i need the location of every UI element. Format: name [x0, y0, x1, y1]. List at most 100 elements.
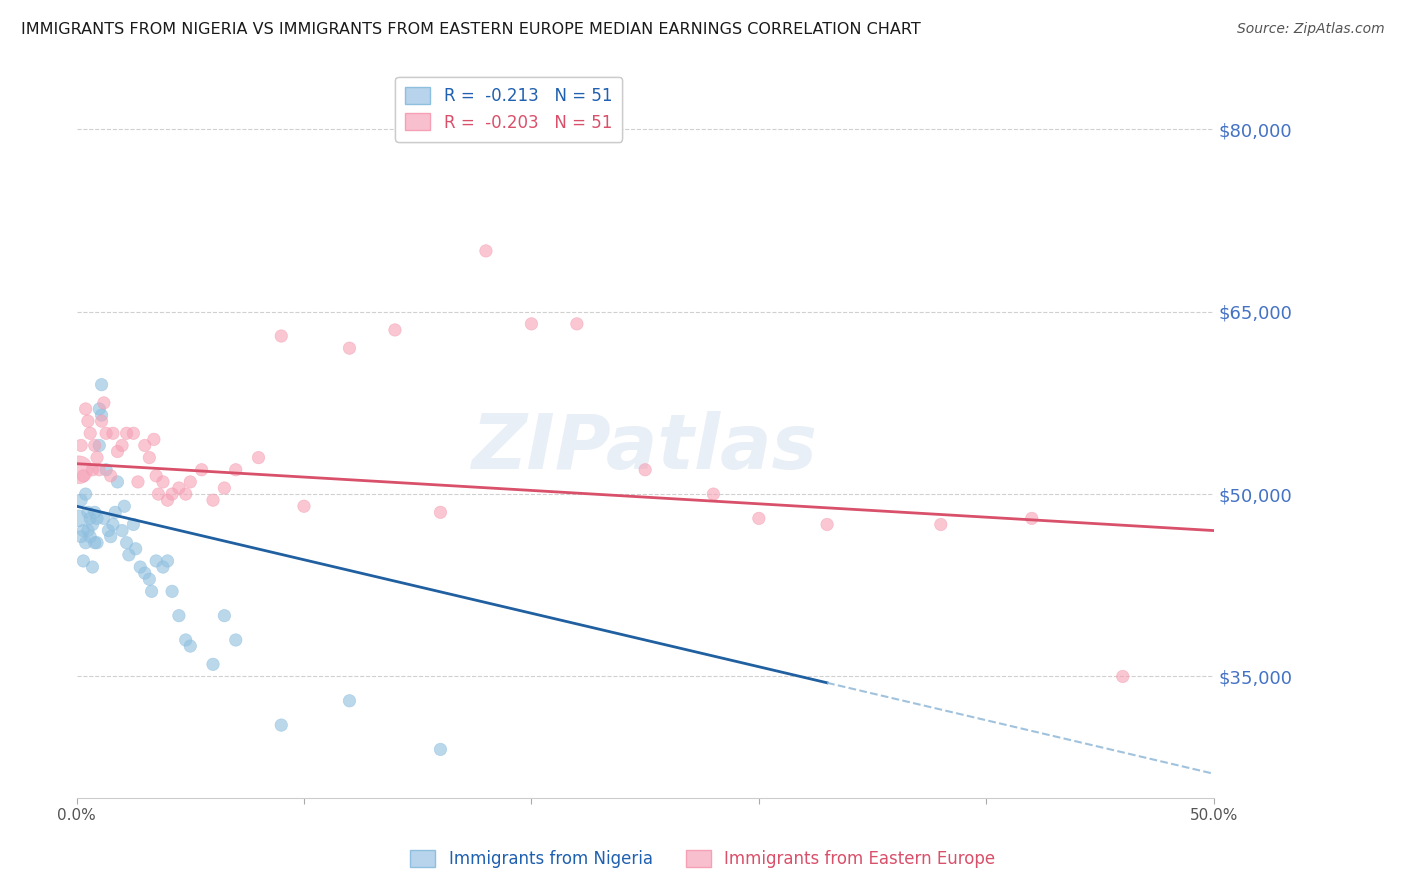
Text: ZIPatlas: ZIPatlas	[472, 411, 818, 485]
Point	[179, 475, 201, 489]
Point	[292, 500, 315, 514]
Point	[225, 632, 247, 647]
Point	[429, 505, 451, 519]
Point	[270, 329, 292, 343]
Point	[83, 535, 105, 549]
Point	[702, 487, 724, 501]
Point	[90, 377, 112, 392]
Point	[94, 463, 117, 477]
Point	[72, 524, 94, 538]
Point	[134, 438, 156, 452]
Point	[90, 408, 112, 422]
Text: IMMIGRANTS FROM NIGERIA VS IMMIGRANTS FROM EASTERN EUROPE MEDIAN EARNINGS CORREL: IMMIGRANTS FROM NIGERIA VS IMMIGRANTS FR…	[21, 22, 921, 37]
Point	[1112, 669, 1135, 683]
Point	[77, 524, 100, 538]
Point	[83, 438, 105, 452]
Point	[94, 426, 117, 441]
Point	[75, 401, 97, 416]
Point	[174, 632, 197, 647]
Point	[70, 493, 93, 508]
Legend: R =  -0.213   N = 51, R =  -0.203   N = 51: R = -0.213 N = 51, R = -0.203 N = 51	[395, 77, 621, 142]
Point	[89, 463, 111, 477]
Point	[145, 554, 167, 568]
Point	[75, 535, 97, 549]
Point	[929, 517, 952, 532]
Point	[82, 560, 104, 574]
Point	[339, 694, 361, 708]
Legend: Immigrants from Nigeria, Immigrants from Eastern Europe: Immigrants from Nigeria, Immigrants from…	[404, 843, 1002, 875]
Point	[70, 530, 93, 544]
Point	[75, 487, 97, 501]
Point	[156, 493, 179, 508]
Point	[100, 468, 122, 483]
Point	[179, 639, 201, 653]
Point	[167, 608, 190, 623]
Point	[138, 450, 160, 465]
Point	[152, 475, 174, 489]
Point	[429, 742, 451, 756]
Point	[67, 511, 90, 525]
Point	[145, 468, 167, 483]
Point	[67, 463, 90, 477]
Point	[93, 511, 115, 525]
Point	[142, 433, 165, 447]
Point	[202, 657, 225, 672]
Point	[167, 481, 190, 495]
Point	[214, 608, 236, 623]
Point	[107, 444, 129, 458]
Point	[72, 554, 94, 568]
Point	[475, 244, 498, 258]
Point	[148, 487, 170, 501]
Point	[1021, 511, 1043, 525]
Point	[82, 517, 104, 532]
Point	[79, 530, 101, 544]
Point	[90, 414, 112, 428]
Point	[190, 463, 212, 477]
Point	[134, 566, 156, 581]
Point	[79, 426, 101, 441]
Point	[214, 481, 236, 495]
Point	[339, 341, 361, 355]
Point	[107, 475, 129, 489]
Point	[86, 450, 108, 465]
Point	[174, 487, 197, 501]
Point	[104, 505, 127, 519]
Point	[225, 463, 247, 477]
Point	[111, 438, 134, 452]
Point	[634, 463, 657, 477]
Point	[115, 426, 138, 441]
Point	[122, 517, 145, 532]
Text: Source: ZipAtlas.com: Source: ZipAtlas.com	[1237, 22, 1385, 37]
Point	[83, 505, 105, 519]
Point	[156, 554, 179, 568]
Point	[70, 438, 93, 452]
Point	[89, 438, 111, 452]
Point	[101, 517, 124, 532]
Point	[127, 475, 149, 489]
Point	[79, 511, 101, 525]
Point	[89, 401, 111, 416]
Point	[520, 317, 543, 331]
Point	[100, 530, 122, 544]
Point	[138, 572, 160, 586]
Point	[118, 548, 141, 562]
Point	[86, 535, 108, 549]
Point	[101, 426, 124, 441]
Point	[141, 584, 163, 599]
Point	[97, 524, 120, 538]
Point	[815, 517, 838, 532]
Point	[77, 414, 100, 428]
Point	[152, 560, 174, 574]
Point	[129, 560, 152, 574]
Point	[112, 500, 135, 514]
Point	[77, 505, 100, 519]
Point	[86, 511, 108, 525]
Point	[160, 487, 183, 501]
Point	[565, 317, 588, 331]
Point	[115, 535, 138, 549]
Point	[247, 450, 270, 465]
Point	[93, 396, 115, 410]
Point	[384, 323, 406, 337]
Point	[160, 584, 183, 599]
Point	[202, 493, 225, 508]
